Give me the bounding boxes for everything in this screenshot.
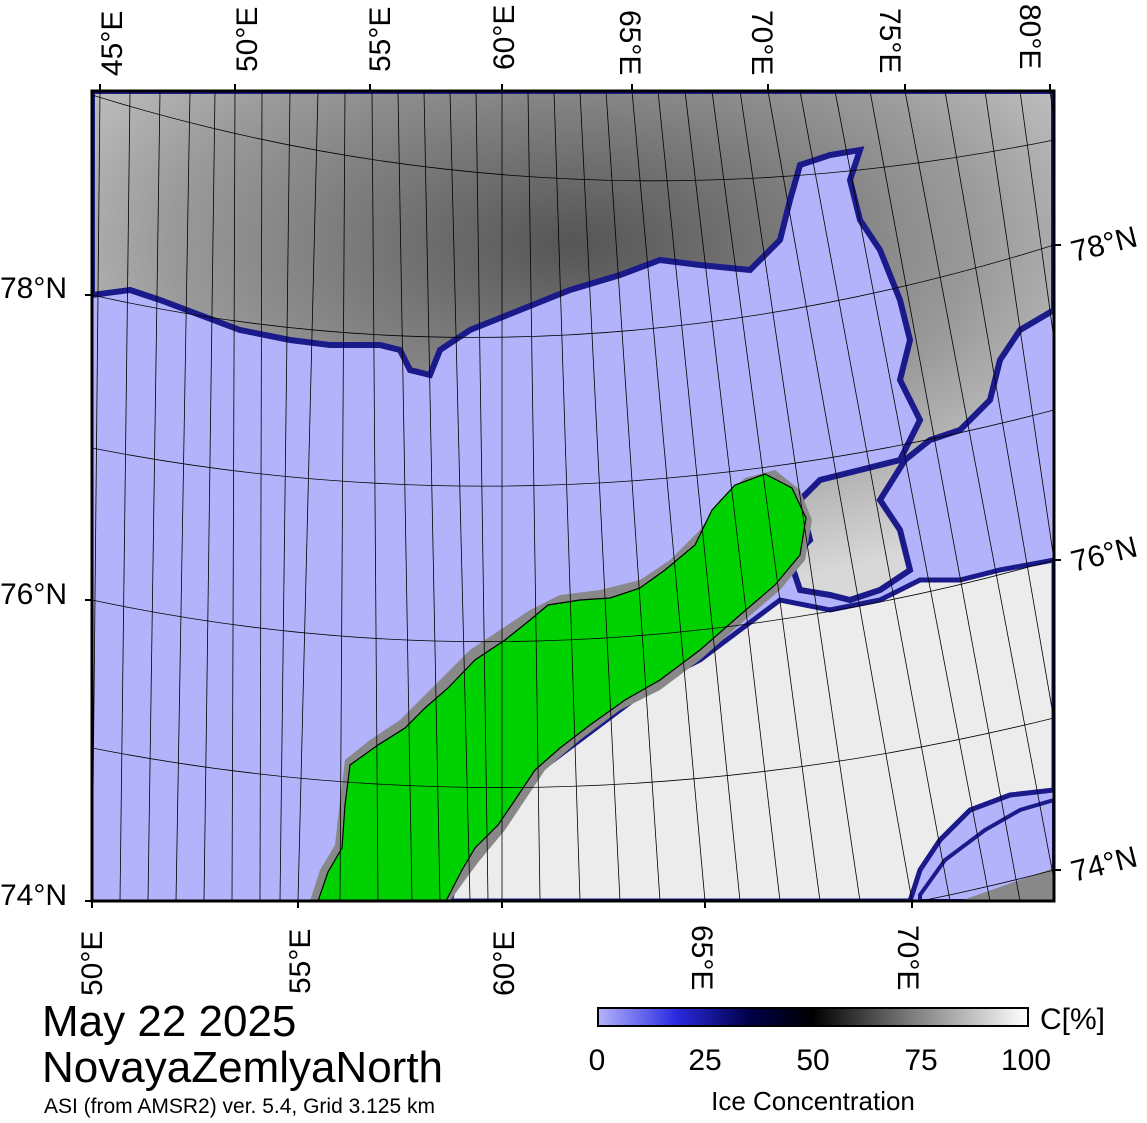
bottom-lon-label: 70°E xyxy=(891,925,924,990)
map-frame xyxy=(90,89,1056,903)
top-lon-label: 75°E xyxy=(873,8,906,73)
top-lon-label: 80°E xyxy=(1013,4,1046,69)
southeast-open-water xyxy=(918,797,1054,901)
bottom-lon-label: 60°E xyxy=(488,931,521,996)
frame-ticks xyxy=(85,84,1061,908)
bottom-longitude-labels: 50°E 55°E 60°E 65°E 70°E xyxy=(76,925,924,996)
left-lat-label: 76°N xyxy=(0,578,67,611)
colorbar-tick-label: 50 xyxy=(796,1044,830,1077)
bottom-lon-label: 50°E xyxy=(76,931,109,996)
bottom-lon-label: 55°E xyxy=(284,929,317,994)
colorbar-tick-label: 100 xyxy=(1000,1044,1052,1077)
data-source-note: ASI (from AMSR2) ver. 5.4, Grid 3.125 km xyxy=(44,1095,435,1118)
colorbar-title: Ice Concentration xyxy=(711,1086,915,1116)
top-lon-label: 65°E xyxy=(613,10,646,75)
colorbar-tick-label: 75 xyxy=(904,1044,938,1077)
top-lon-label: 60°E xyxy=(488,5,521,70)
graticule-parallels xyxy=(92,94,1054,901)
map-content xyxy=(92,91,1054,901)
right-lat-label: 78°N xyxy=(1068,221,1141,269)
region-name: NovayaZemlyaNorth xyxy=(42,1043,444,1092)
top-lon-label: 70°E xyxy=(745,10,778,75)
right-lat-label: 76°N xyxy=(1068,531,1141,579)
top-longitude-labels: 45°E 50°E 55°E 60°E 65°E 70°E 75°E 80°E xyxy=(96,4,1046,76)
colorbar-tick-label: 25 xyxy=(688,1044,722,1077)
novaya-zemlya-land xyxy=(317,473,807,901)
left-lat-label: 78°N xyxy=(0,272,67,305)
top-lon-label: 55°E xyxy=(364,7,397,72)
right-lat-label: 74°N xyxy=(1068,841,1141,889)
colorbar-tick-label: 0 xyxy=(588,1044,606,1077)
right-latitude-labels: 78°N 76°N 74°N xyxy=(1068,221,1141,889)
bottom-lon-label: 65°E xyxy=(685,925,718,990)
northern-pack-ice xyxy=(92,91,1054,604)
ice-concentration-colorbar xyxy=(597,1007,1029,1027)
top-lon-label: 50°E xyxy=(231,7,264,72)
map-date: May 22 2025 xyxy=(42,997,297,1046)
top-lon-label: 45°E xyxy=(96,11,129,76)
left-latitude-labels: 78°N 76°N 74°N xyxy=(0,272,67,912)
left-lat-label: 74°N xyxy=(0,879,67,912)
colorbar-unit: C[%] xyxy=(1040,1003,1106,1036)
